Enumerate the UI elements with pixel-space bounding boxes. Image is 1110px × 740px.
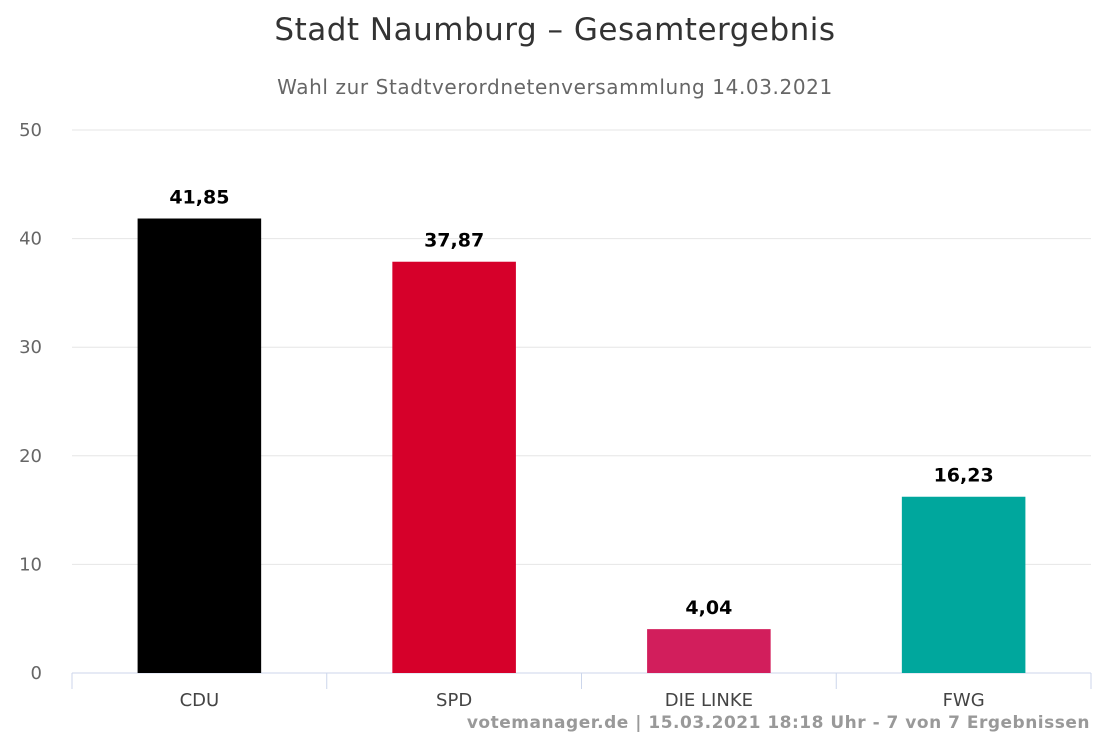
x-tick-label: SPD bbox=[436, 690, 472, 711]
y-axis-ticks: 0 10 20 30 40 50 bbox=[19, 120, 42, 684]
bar-die-linke bbox=[647, 629, 771, 673]
bar-cdu bbox=[137, 218, 262, 673]
y-tick-label: 0 bbox=[31, 663, 42, 684]
x-tick-label: FWG bbox=[943, 690, 985, 711]
data-label: 41,85 bbox=[169, 187, 229, 209]
y-tick-label: 10 bbox=[19, 554, 42, 575]
credits-text[interactable]: votemanager.de | 15.03.2021 18:18 Uhr - … bbox=[466, 713, 1090, 733]
data-label: 37,87 bbox=[424, 230, 484, 252]
bar-spd bbox=[392, 261, 516, 673]
bars bbox=[137, 218, 1026, 673]
y-tick-label: 20 bbox=[19, 446, 42, 467]
y-tick-label: 50 bbox=[19, 120, 42, 141]
data-label: 4,04 bbox=[685, 597, 732, 619]
chart-title: Stadt Naumburg – Gesamtergebnis bbox=[274, 12, 836, 48]
x-tick-label: CDU bbox=[180, 690, 220, 711]
bar-fwg bbox=[901, 496, 1026, 673]
y-tick-label: 30 bbox=[19, 337, 42, 358]
y-tick-label: 40 bbox=[19, 229, 42, 250]
data-label: 16,23 bbox=[934, 465, 994, 487]
x-tick-label: DIE LINKE bbox=[665, 690, 753, 711]
data-labels: 41,85 37,87 4,04 16,23 bbox=[169, 187, 993, 620]
x-axis: CDU SPD DIE LINKE FWG bbox=[71, 672, 1092, 711]
chart-subtitle: Wahl zur Stadtverordnetenversammlung 14.… bbox=[277, 75, 833, 99]
